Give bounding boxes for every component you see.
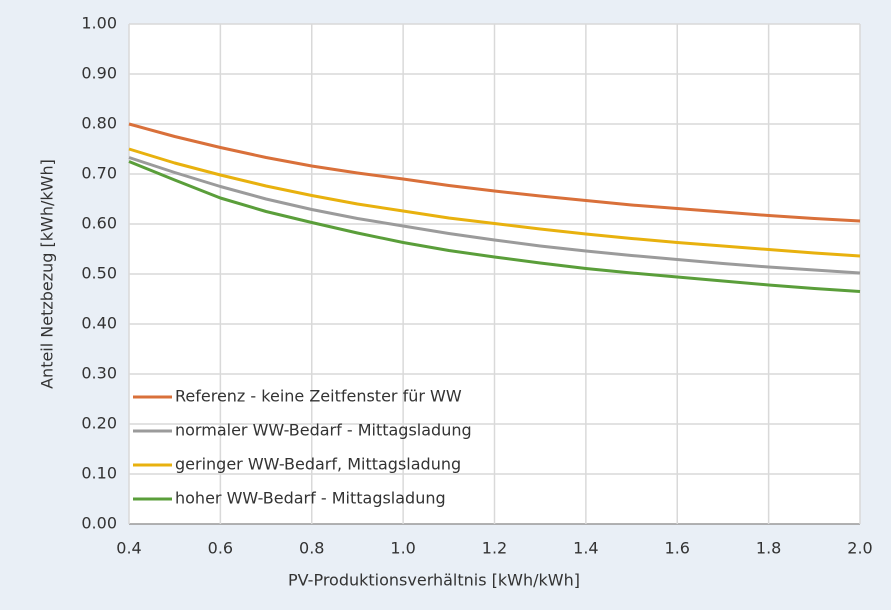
line <box>128 160 861 293</box>
y-tick-label: 0.30 <box>81 364 117 383</box>
y-tick-label: 0.70 <box>81 164 117 183</box>
y-tick-label: 0.40 <box>81 314 117 333</box>
x-tick-label: 1.2 <box>482 539 507 558</box>
y-tick-label: 0.80 <box>81 114 117 133</box>
y-tick-label: 0.00 <box>81 514 117 533</box>
y-tick-label: 0.20 <box>81 414 117 433</box>
line <box>128 147 861 258</box>
x-tick-label: 0.6 <box>208 539 233 558</box>
legend-label: normaler WW-Bedarf - Mittagsladung <box>175 421 472 440</box>
y-tick-label: 0.10 <box>81 464 117 483</box>
y-axis-title: Anteil Netzbezug [kWh/kWh] <box>38 159 57 389</box>
y-tick-label: 1.00 <box>81 14 117 33</box>
x-tick-label: 2.0 <box>847 539 872 558</box>
x-tick-label: 1.8 <box>756 539 781 558</box>
x-tick-label: 1.6 <box>665 539 690 558</box>
x-axis-title: PV-Produktionsverhältnis [kWh/kWh] <box>288 571 580 590</box>
line <box>128 122 861 223</box>
x-tick-label: 1.4 <box>573 539 598 558</box>
y-tick-label: 0.50 <box>81 264 117 283</box>
legend-label: hoher WW-Bedarf - Mittagsladung <box>175 489 446 508</box>
x-tick-label: 0.8 <box>299 539 324 558</box>
x-tick-label: 1.0 <box>390 539 415 558</box>
legend-label: geringer WW-Bedarf, Mittagsladung <box>175 455 461 474</box>
x-tick-label: 0.4 <box>116 539 141 558</box>
legend-label: Referenz - keine Zeitfenster für WW <box>175 387 462 406</box>
line <box>128 156 861 275</box>
y-tick-label: 0.60 <box>81 214 117 233</box>
y-tick-label: 0.90 <box>81 64 117 83</box>
